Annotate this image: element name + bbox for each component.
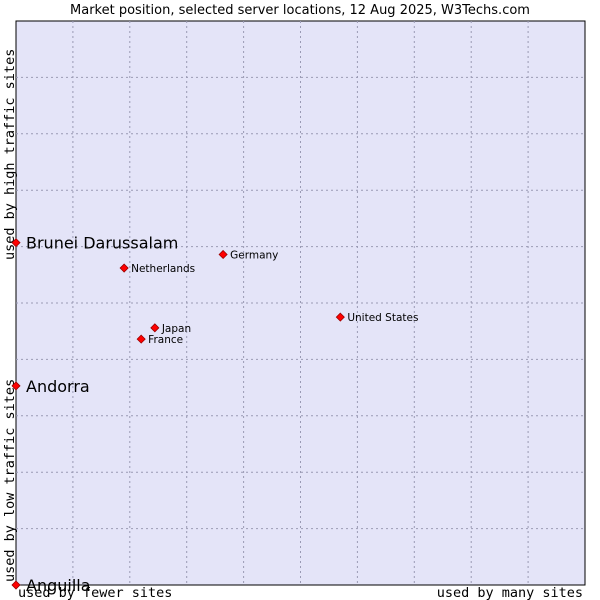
point-label: Andorra <box>26 377 90 396</box>
data-points: Brunei Darussalam Andorra Anguilla Germany N… <box>11 234 418 595</box>
point-marker <box>11 580 21 590</box>
gridlines <box>16 21 585 585</box>
point-label: Brunei Darussalam <box>26 234 178 253</box>
point-marker <box>11 381 21 391</box>
point-marker <box>136 334 146 344</box>
chart-title: Market position, selected server locatio… <box>70 3 530 18</box>
point-marker <box>150 323 160 333</box>
data-point-united-states: United States <box>335 312 418 324</box>
point-label: United States <box>347 312 418 324</box>
x-axis-label-right: used by many sites <box>437 585 583 600</box>
point-marker <box>11 238 21 248</box>
data-point-germany: Germany <box>218 249 278 261</box>
point-marker <box>119 263 129 273</box>
data-point-anguilla: Anguilla <box>11 576 91 595</box>
point-label: Anguilla <box>26 576 91 595</box>
point-label: Germany <box>230 249 278 261</box>
data-point-japan: Japan <box>150 323 191 335</box>
point-marker <box>335 312 345 322</box>
point-marker <box>218 249 228 260</box>
y-axis-label-bottom: used by low traffic sites <box>2 379 18 582</box>
point-label: Netherlands <box>131 263 195 275</box>
data-point-netherlands: Netherlands <box>119 263 195 275</box>
data-point-france: France <box>136 334 183 346</box>
data-point-andorra: Andorra <box>11 377 90 396</box>
point-label: France <box>148 334 183 346</box>
point-label: Japan <box>161 323 191 335</box>
y-axis-label-top: used by high traffic sites <box>2 49 18 260</box>
x-axis-label-left: used by fewer sites <box>18 585 172 600</box>
data-point-brunei-darussalam: Brunei Darussalam <box>11 234 178 253</box>
